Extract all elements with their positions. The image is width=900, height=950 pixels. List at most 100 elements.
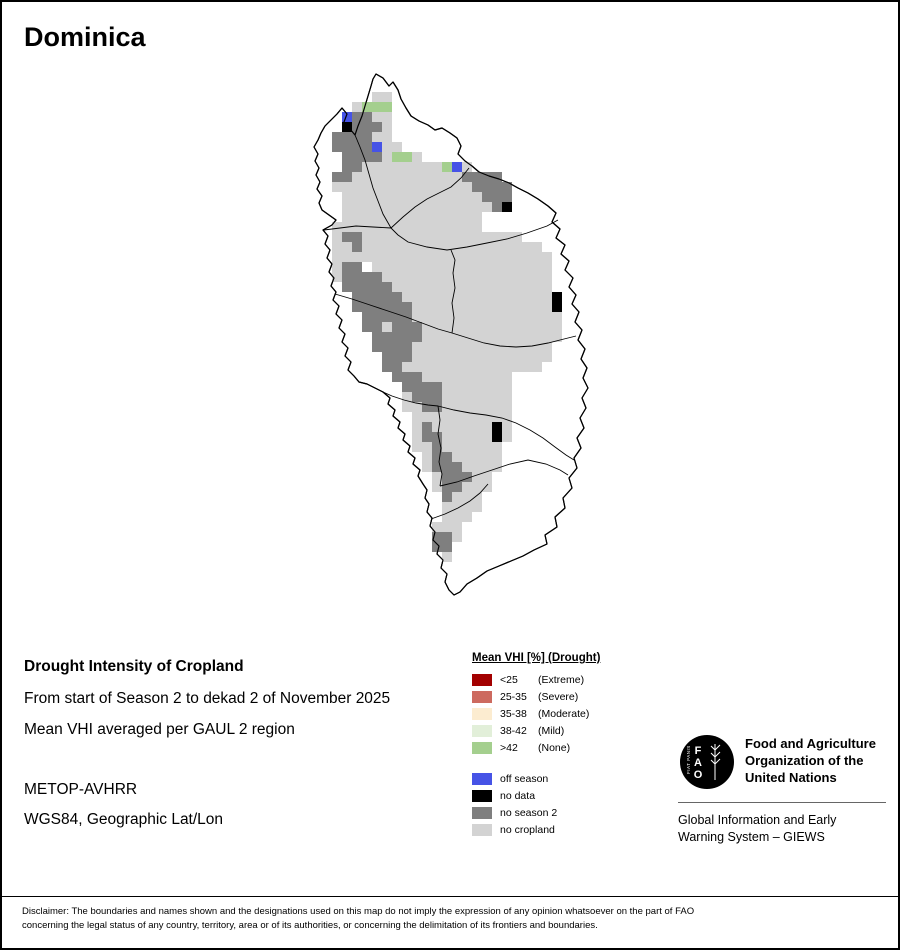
raster-cell xyxy=(542,292,552,302)
region-boundary xyxy=(323,225,392,231)
raster-cell xyxy=(382,302,392,312)
raster-cell xyxy=(442,532,452,542)
raster-cell xyxy=(442,492,452,502)
raster-cell xyxy=(382,322,392,332)
raster-cell xyxy=(492,322,502,332)
raster-cell xyxy=(542,282,552,292)
legend-item: no season 2 xyxy=(472,804,687,821)
raster-cell xyxy=(382,182,392,192)
raster-cell xyxy=(512,252,522,262)
raster-cell xyxy=(432,402,442,412)
raster-cell xyxy=(392,232,402,242)
raster-cell xyxy=(442,402,452,412)
raster-cell xyxy=(372,112,382,122)
raster-cell xyxy=(472,292,482,302)
legend-label: (None) xyxy=(538,741,571,754)
raster-cell xyxy=(372,312,382,322)
legend-label: no season 2 xyxy=(500,806,558,819)
raster-cell xyxy=(442,332,452,342)
legend-classes: <25 (Extreme) 25-35 (Severe) 35-38 (Moderate)… xyxy=(472,671,687,756)
raster-cell xyxy=(372,102,382,112)
raster-cell xyxy=(352,262,362,272)
disclaimer-line-2: concerning the legal status of any count… xyxy=(22,920,598,931)
raster-cell xyxy=(412,352,422,362)
raster-cell xyxy=(432,462,442,472)
raster-cell xyxy=(462,422,472,432)
raster-cell xyxy=(452,322,462,332)
island-fill xyxy=(313,73,589,596)
raster-cell xyxy=(472,482,482,492)
raster-cell xyxy=(472,382,482,392)
raster-cell xyxy=(462,392,472,402)
legend-value: 35-38 xyxy=(500,707,527,720)
raster-cell xyxy=(452,502,462,512)
giews-text: Global Information and Early Warning Sys… xyxy=(678,812,890,846)
raster-cell xyxy=(412,302,422,312)
raster-cell xyxy=(492,422,502,432)
raster-cell xyxy=(342,112,352,122)
raster-cell xyxy=(492,292,502,302)
raster-cell xyxy=(422,242,432,252)
raster-cell xyxy=(362,262,372,272)
raster-cell xyxy=(442,482,452,492)
raster-cell xyxy=(412,342,422,352)
raster-cell xyxy=(502,242,512,252)
raster-cell xyxy=(352,212,362,222)
raster-cell xyxy=(332,142,342,152)
raster-cell xyxy=(452,412,462,422)
raster-cell xyxy=(402,322,412,332)
raster-cell xyxy=(442,422,452,432)
region-boundary xyxy=(439,459,569,487)
raster-cell xyxy=(402,282,412,292)
raster-cell xyxy=(462,182,472,192)
raster-cell xyxy=(362,322,372,332)
raster-cell xyxy=(402,382,412,392)
raster-cell xyxy=(532,362,542,372)
raster-cell xyxy=(442,432,452,442)
raster-cell xyxy=(442,282,452,292)
raster-cell xyxy=(352,282,362,292)
raster-cell xyxy=(492,412,502,422)
region-boundary xyxy=(450,249,456,334)
raster-cell xyxy=(352,222,362,232)
raster-cell xyxy=(532,272,542,282)
raster-cell xyxy=(362,122,372,132)
raster-cell xyxy=(552,322,562,332)
raster-cell xyxy=(532,262,542,272)
aggregation-text: Mean VHI averaged per GAUL 2 region xyxy=(24,721,295,738)
raster-cell xyxy=(392,162,402,172)
region-boundary xyxy=(390,219,559,251)
raster-cell xyxy=(342,272,352,282)
raster-cell xyxy=(442,172,452,182)
raster-cell xyxy=(452,162,462,172)
raster-cell xyxy=(362,132,372,142)
raster-cell xyxy=(422,212,432,222)
raster-cell xyxy=(382,272,392,282)
raster-cell xyxy=(402,162,412,172)
raster-cell xyxy=(472,422,482,432)
raster-cell xyxy=(522,302,532,312)
raster-cell xyxy=(452,382,462,392)
raster-cell xyxy=(522,342,532,352)
raster-cell xyxy=(452,402,462,412)
raster-cell xyxy=(412,172,422,182)
raster-cell xyxy=(382,202,392,212)
raster-cell xyxy=(452,212,462,222)
raster-cell xyxy=(422,462,432,472)
raster-cell xyxy=(452,312,462,322)
raster-cell xyxy=(342,192,352,202)
raster-cell xyxy=(382,152,392,162)
raster-cell xyxy=(372,182,382,192)
raster-cell xyxy=(422,202,432,212)
raster-cell xyxy=(522,272,532,282)
raster-cell xyxy=(452,222,462,232)
raster-cell xyxy=(372,162,382,172)
raster-cell xyxy=(412,272,422,282)
legend-swatch xyxy=(472,741,492,754)
raster-cell xyxy=(442,552,452,562)
raster-cell xyxy=(382,262,392,272)
raster-cell xyxy=(402,332,412,342)
raster-cell xyxy=(432,202,442,212)
raster-cell xyxy=(472,332,482,342)
raster-cell xyxy=(502,402,512,412)
